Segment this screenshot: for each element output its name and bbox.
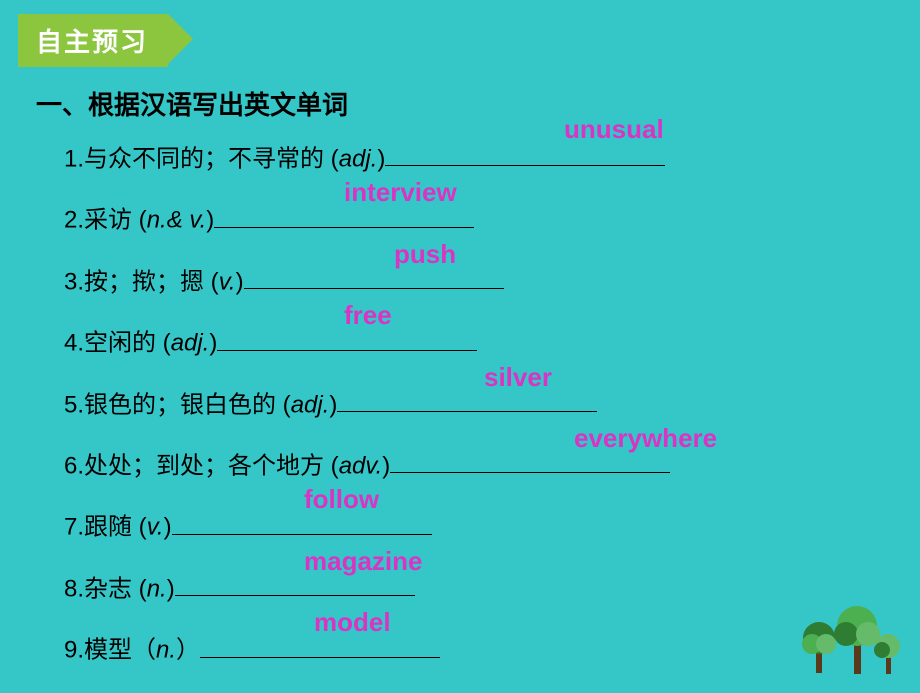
answer-text: unusual: [564, 116, 664, 142]
vocab-item: 1.与众不同的；不寻常的 (adj.)unusual: [64, 140, 884, 171]
section-tab: 自主预习: [18, 14, 168, 67]
answer-blank: [337, 386, 597, 412]
content-area: 一、根据汉语写出英文单词 1.与众不同的；不寻常的 (adj.)unusual2…: [36, 92, 884, 693]
vocab-item: 3.按；揿；摁 (v.)push: [64, 263, 884, 294]
vocab-item: 4.空闲的 (adj.)free: [64, 324, 884, 355]
vocab-item: 5.银色的；银白色的 (adj.)silver: [64, 386, 884, 417]
answer-text: silver: [484, 364, 552, 390]
answer-text: follow: [304, 486, 379, 512]
item-prompt: 8.杂志 (n.): [64, 575, 175, 602]
item-prompt: 5.银色的；银白色的 (adj.): [64, 391, 337, 418]
item-prompt: 9.模型（n.）: [64, 637, 200, 664]
vocab-item: 9.模型（n.）model: [64, 631, 884, 662]
vocab-item: 2.采访 (n.& v.)interview: [64, 201, 884, 232]
item-prompt: 3.按；揿；摁 (v.): [64, 268, 244, 295]
section-heading: 一、根据汉语写出英文单词: [36, 92, 884, 118]
item-list: 1.与众不同的；不寻常的 (adj.)unusual2.采访 (n.& v.)i…: [36, 140, 884, 663]
item-prompt: 7.跟随 (v.): [64, 514, 172, 541]
item-prompt: 4.空闲的 (adj.): [64, 330, 217, 357]
item-prompt: 1.与众不同的；不寻常的 (adj.): [64, 145, 385, 172]
answer-blank: [172, 508, 432, 534]
answer-blank: [244, 263, 504, 289]
tab-label: 自主预习: [36, 27, 148, 57]
answer-text: magazine: [304, 548, 423, 574]
item-prompt: 2.采访 (n.& v.): [64, 207, 214, 234]
vocab-item: 8.杂志 (n.)magazine: [64, 570, 884, 601]
answer-text: free: [344, 302, 392, 328]
answer-text: interview: [344, 179, 457, 205]
answer-text: push: [394, 241, 456, 267]
vocab-item: 7.跟随 (v.)follow: [64, 508, 884, 539]
vocab-item: 6.处处；到处；各个地方 (adv.)everywhere: [64, 447, 884, 478]
item-prompt: 6.处处；到处；各个地方 (adv.): [64, 452, 390, 479]
trees-decoration: [794, 600, 904, 680]
answer-text: model: [314, 609, 391, 635]
answer-text: everywhere: [574, 425, 717, 451]
